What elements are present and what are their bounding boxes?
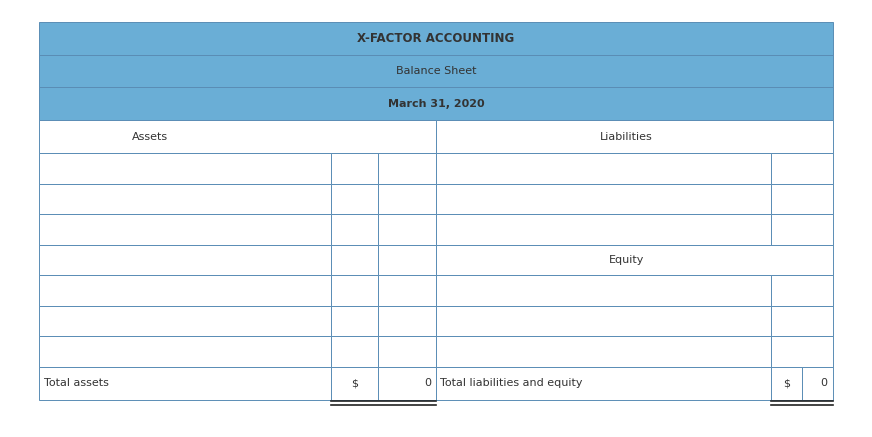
Bar [39, 120, 436, 153]
Text: $: $ [783, 378, 790, 388]
Text: Assets: Assets [133, 132, 168, 142]
Bar [436, 214, 771, 245]
Bar [436, 336, 771, 367]
Bar [436, 184, 771, 214]
Bar [39, 245, 330, 275]
Bar [378, 184, 436, 214]
Bar [330, 336, 378, 367]
Bar [39, 184, 330, 214]
Text: $: $ [351, 378, 358, 388]
Bar [436, 367, 771, 400]
Bar [330, 367, 378, 400]
Bar [39, 306, 330, 336]
Bar [436, 245, 833, 275]
Bar [330, 245, 378, 275]
Bar [378, 367, 436, 400]
Bar [330, 275, 378, 306]
Text: Total assets: Total assets [44, 378, 108, 388]
Text: 0: 0 [821, 378, 828, 388]
Text: March 31, 2020: March 31, 2020 [388, 99, 484, 109]
Bar [330, 214, 378, 245]
Bar [771, 367, 802, 400]
Bar [436, 275, 771, 306]
Bar [771, 275, 833, 306]
Bar [39, 275, 330, 306]
Bar [771, 306, 833, 336]
Text: Equity: Equity [609, 255, 644, 265]
Bar [39, 214, 330, 245]
Bar [330, 306, 378, 336]
Text: Balance Sheet: Balance Sheet [396, 66, 476, 76]
Bar [330, 153, 378, 184]
Bar [378, 306, 436, 336]
Bar [39, 153, 330, 184]
Bar [39, 55, 833, 87]
Bar [436, 120, 833, 153]
Text: X-FACTOR ACCOUNTING: X-FACTOR ACCOUNTING [358, 32, 514, 45]
Bar [802, 367, 833, 400]
Text: 0: 0 [424, 378, 431, 388]
Bar [378, 336, 436, 367]
Bar [771, 214, 833, 245]
Bar [436, 153, 771, 184]
Bar [39, 367, 330, 400]
Bar [771, 336, 833, 367]
Bar [39, 87, 833, 120]
Bar [771, 153, 833, 184]
Bar [436, 306, 771, 336]
Bar [330, 184, 378, 214]
Text: Total liabilities and equity: Total liabilities and equity [440, 378, 582, 388]
Text: Liabilities: Liabilities [600, 132, 653, 142]
Bar [378, 214, 436, 245]
Bar [39, 336, 330, 367]
Bar [378, 245, 436, 275]
Bar [378, 275, 436, 306]
Bar [39, 22, 833, 55]
Bar [771, 184, 833, 214]
Bar [378, 153, 436, 184]
